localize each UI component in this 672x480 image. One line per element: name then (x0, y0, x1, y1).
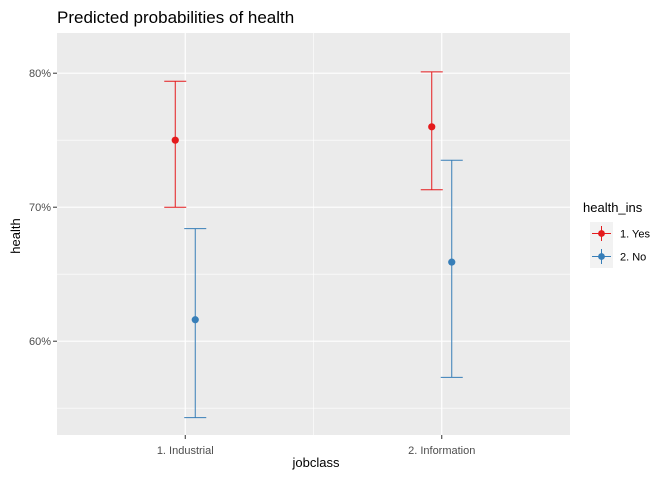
y-tick-label: 80% (29, 68, 51, 80)
y-axis-title: health (8, 218, 23, 253)
chart-title: Predicted probabilities of health (57, 8, 294, 27)
y-tick-label: 60% (29, 336, 51, 348)
x-axis-title: jobclass (292, 455, 340, 470)
error-bar (440, 159, 463, 378)
legend-label: 2. No (620, 252, 646, 264)
legend-key-point (598, 253, 605, 260)
series-2 (184, 159, 463, 419)
legend-item: 2. No (590, 245, 646, 268)
x-tick-label: 2. Information (408, 445, 475, 457)
data-point (191, 316, 199, 324)
legend-label: 1. Yes (620, 229, 650, 241)
legend-item: 1. Yes (590, 222, 650, 245)
error-bar (164, 80, 187, 208)
legend-key-point (598, 230, 605, 237)
error-bar (420, 71, 443, 191)
legend: health_ins 1. Yes 2. No (583, 200, 650, 268)
data-series (164, 71, 463, 419)
data-point (428, 123, 436, 131)
data-point (171, 136, 179, 144)
y-tick-label: 70% (29, 202, 51, 214)
x-tick-label: 1. Industrial (157, 445, 214, 457)
series-1 (164, 71, 443, 208)
data-point (448, 258, 456, 266)
x-axis: 1. Industrial 2. Information (157, 435, 475, 457)
legend-title: health_ins (583, 200, 643, 215)
y-axis: 60% 70% 80% (29, 68, 57, 348)
grid-lines (57, 33, 570, 435)
